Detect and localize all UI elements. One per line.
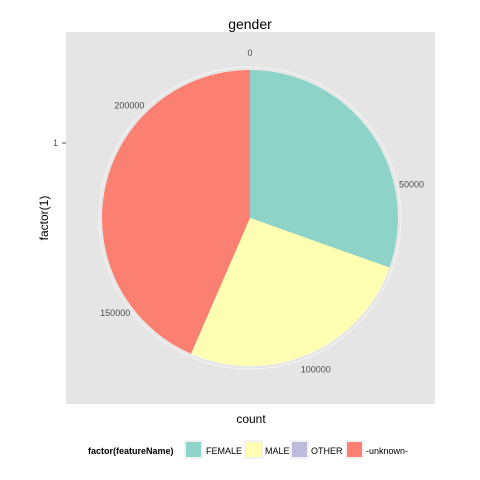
count-tick-label: 100000 — [301, 364, 331, 374]
count-tick-label: 150000 — [100, 308, 130, 318]
legend-swatch-other — [292, 442, 307, 457]
count-tick-label: 0 — [247, 48, 252, 58]
legend-label-unknown: -unknown- — [366, 446, 408, 456]
legend-label-female: FEMALE — [206, 446, 242, 456]
y-axis-title: factor(1) — [37, 196, 51, 241]
pie-slice-female — [250, 70, 399, 268]
legend: factor(featureName) FEMALE MALE OTHER -u… — [88, 440, 408, 459]
count-tick-label: 200000 — [114, 100, 144, 110]
pie-slice-male — [191, 218, 390, 366]
pie-slice-unknown — [101, 70, 250, 354]
legend-label-other: OTHER — [311, 446, 343, 456]
grid-circle — [98, 66, 402, 370]
count-tick-label: 50000 — [399, 179, 424, 189]
legend-label-male: MALE — [265, 446, 290, 456]
count-tick-labels: 0 50000 100000 150000 200000 — [100, 48, 424, 374]
x-axis-title: count — [236, 412, 266, 426]
chart-title: gender — [228, 16, 272, 32]
pie-slices — [101, 70, 399, 366]
y-tick-label: 1 — [53, 138, 58, 148]
legend-swatch-female — [186, 442, 201, 457]
legend-swatch-unknown — [347, 442, 362, 457]
legend-title: factor(featureName) — [88, 446, 174, 456]
legend-swatch-male — [246, 442, 261, 457]
